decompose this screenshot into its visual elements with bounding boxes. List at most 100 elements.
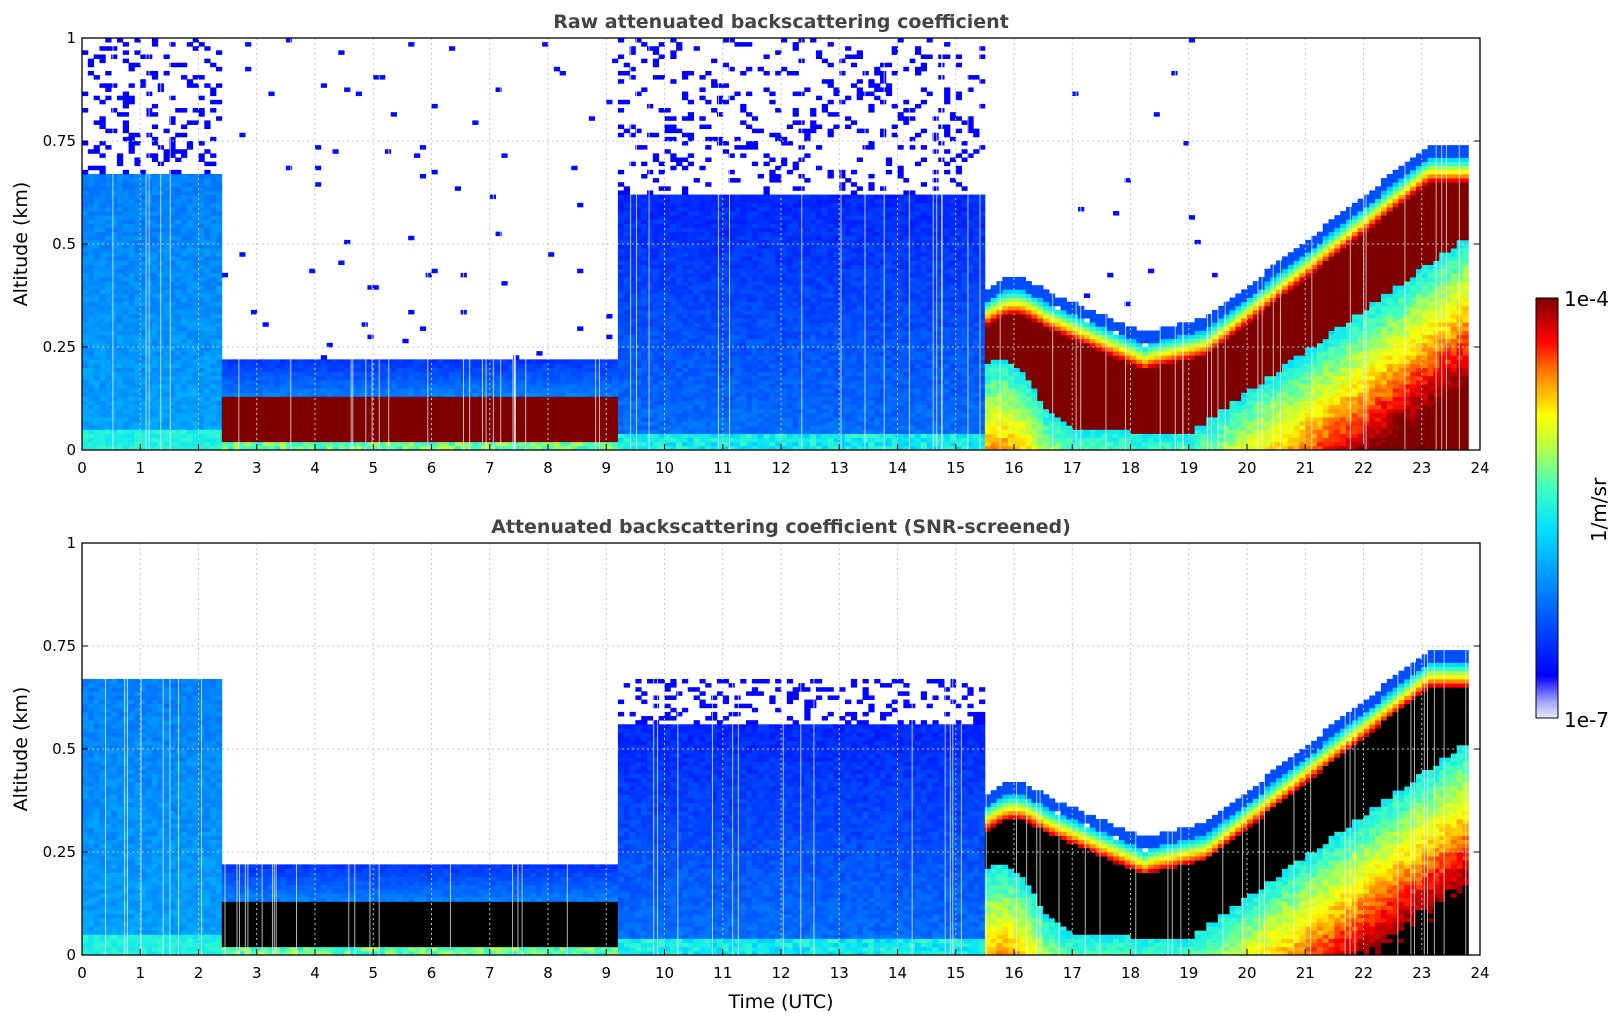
heatmap-cell [437, 375, 444, 381]
heatmap-cell [163, 285, 170, 290]
heatmap-cell [687, 297, 695, 303]
heatmap-cell [705, 334, 712, 340]
heatmap-cell [676, 318, 683, 323]
heatmap-cell [734, 338, 741, 344]
heatmap-cell [128, 239, 135, 245]
heatmap-cell [192, 417, 199, 422]
heatmap-cell [513, 359, 520, 364]
heatmap-cell [151, 124, 159, 130]
heatmap-cell [151, 252, 159, 257]
heatmap-cell [309, 371, 316, 377]
heatmap-cell [82, 239, 89, 245]
heatmap-cell [623, 400, 630, 406]
heatmap-cell [122, 198, 130, 204]
heatmap-cell [617, 412, 625, 418]
heatmap-cell [198, 42, 205, 47]
heatmap-cell [670, 235, 677, 241]
heatmap-cell [751, 252, 759, 257]
heatmap-cell [513, 412, 520, 418]
heatmap-cell [204, 375, 211, 381]
heatmap-cell [751, 322, 759, 327]
heatmap-cell [163, 309, 170, 315]
heatmap-cell [588, 367, 596, 373]
heatmap-cell [641, 400, 648, 406]
heatmap-cell [687, 281, 695, 286]
heatmap-cell [542, 437, 549, 443]
heatmap-cell [699, 392, 706, 397]
heatmap-cell [734, 136, 741, 142]
heatmap-cell [221, 441, 229, 447]
heatmap-cell [693, 215, 700, 220]
heatmap-cell [728, 268, 735, 274]
heatmap-cell [122, 227, 130, 233]
heatmap-cell [379, 384, 386, 389]
heatmap-cell [82, 359, 89, 364]
heatmap-cell [740, 326, 747, 331]
heatmap-cell [687, 384, 695, 389]
heatmap-cell [198, 252, 205, 257]
heatmap-cell [274, 379, 281, 385]
heatmap-cell [338, 371, 345, 377]
heatmap-cell [711, 334, 718, 340]
heatmap-cell [501, 408, 508, 414]
heatmap-cell [664, 429, 671, 434]
heatmap-cell [751, 355, 759, 360]
heatmap-cell [588, 359, 596, 364]
heatmap-cell [361, 388, 368, 393]
heatmap-cell [722, 231, 729, 237]
heatmap-cell [454, 379, 462, 385]
heatmap-cell [681, 116, 689, 121]
heatmap-cell [670, 342, 677, 348]
heatmap-cell [536, 445, 543, 450]
heatmap-cell [722, 239, 729, 245]
heatmap-cell [588, 412, 596, 418]
heatmap-cell [384, 429, 392, 434]
heatmap-cell [215, 231, 223, 237]
heatmap-cell [425, 412, 432, 418]
heatmap-cell [93, 272, 100, 278]
heatmap-cell [664, 322, 671, 327]
heatmap-cell [676, 223, 683, 228]
heatmap-cell [705, 338, 712, 344]
heatmap-cell [338, 437, 345, 443]
heatmap-cell [740, 285, 747, 290]
heatmap-cell [740, 441, 747, 447]
heatmap-cell [635, 392, 642, 397]
heatmap-cell [93, 178, 100, 183]
heatmap-cell [204, 227, 211, 233]
heatmap-cell [711, 215, 718, 220]
heatmap-cell [239, 132, 246, 138]
heatmap-cell [722, 252, 729, 257]
heatmap-cell [367, 392, 374, 397]
heatmap-cell [175, 425, 182, 430]
heatmap-cell [116, 190, 124, 195]
heatmap-cell [239, 363, 246, 368]
heatmap-cell [681, 190, 689, 195]
heatmap-cell [239, 429, 246, 434]
heatmap-cell [116, 272, 124, 278]
heatmap-cell [536, 400, 543, 406]
heatmap-cell [93, 206, 100, 212]
heatmap-cell [390, 375, 397, 381]
heatmap-cell [215, 186, 223, 191]
heatmap-cell [111, 231, 118, 237]
heatmap-cell [315, 412, 322, 418]
heatmap-cell [734, 445, 741, 450]
heatmap-cell [186, 202, 194, 208]
heatmap-cell [746, 112, 753, 117]
heatmap-cell [105, 421, 112, 426]
heatmap-cell [355, 412, 363, 418]
heatmap-cell [186, 379, 194, 385]
heatmap-cell [116, 227, 124, 233]
heatmap-cell [344, 445, 351, 450]
heatmap-cell [559, 408, 566, 414]
heatmap-cell [105, 178, 112, 183]
heatmap-cell [169, 227, 176, 233]
heatmap-cell [582, 429, 590, 434]
heatmap-cell [192, 379, 199, 385]
heatmap-cell [431, 429, 438, 434]
heatmap-cell [635, 223, 642, 228]
heatmap-cell [647, 392, 654, 397]
heatmap-cell [87, 190, 95, 195]
heatmap-cell [332, 375, 339, 381]
